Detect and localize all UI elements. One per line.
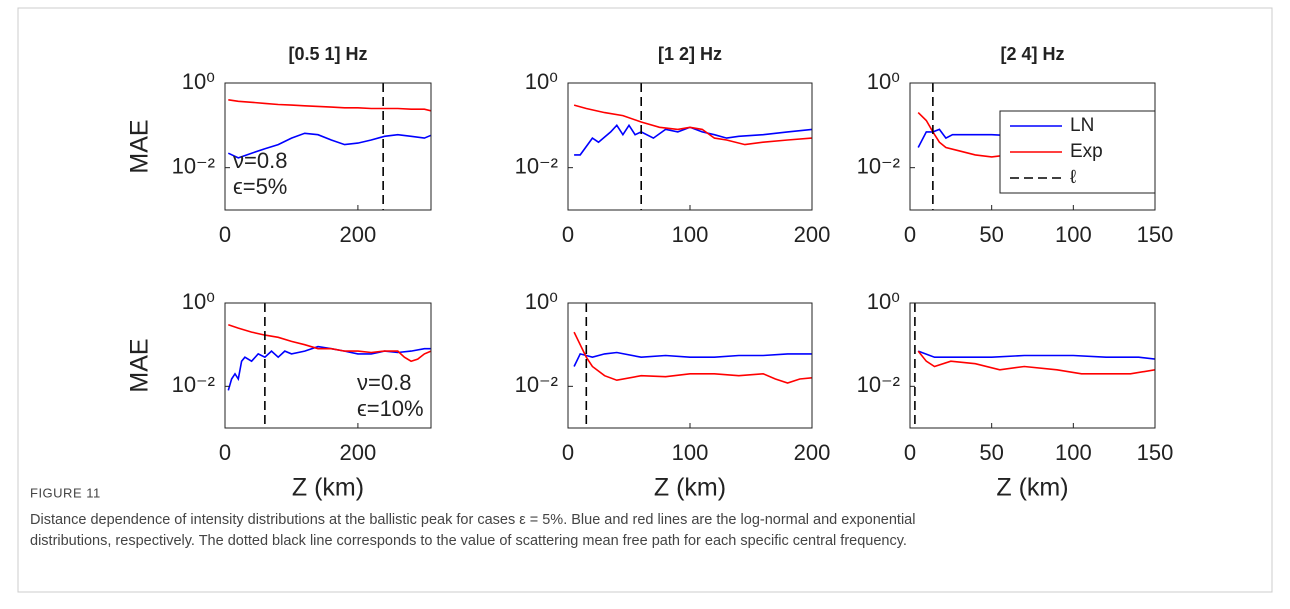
series-line (228, 99, 431, 112)
y-tick-label: 10⁰ (867, 69, 900, 94)
x-tick-label: 0 (904, 440, 916, 465)
legend-box (999, 110, 1156, 194)
y-tick-label: 10⁰ (525, 289, 558, 314)
y-tick-label: 10⁰ (867, 289, 900, 314)
caption-label: FIGURE 11 (30, 485, 101, 500)
y-axis-label: MAE (126, 338, 154, 392)
x-tick-label: 0 (562, 440, 574, 465)
x-tick-label: 200 (794, 440, 831, 465)
axes-frame (224, 82, 432, 211)
x-axis-label: Z (km) (996, 474, 1068, 502)
x-tick-label: 100 (1055, 222, 1092, 247)
annotation: ϵ=5% (233, 174, 287, 199)
axes-bg (225, 83, 431, 210)
annotation: ν=0.8 (233, 148, 287, 173)
series-line (917, 350, 1155, 360)
y-tick-label: 10⁻² (515, 372, 558, 397)
x-tick-label: 0 (219, 222, 231, 247)
x-tick-label: 100 (1055, 440, 1092, 465)
x-tick-label: 100 (672, 440, 709, 465)
panel-title: [2 4] Hz (1000, 44, 1064, 64)
series-line (227, 132, 431, 159)
plot-area (573, 83, 812, 210)
panel-title: [1 2] Hz (658, 44, 722, 64)
x-tick-label: 50 (979, 222, 1003, 247)
x-axis-label: Z (km) (654, 474, 726, 502)
x-tick-label: 150 (1137, 440, 1174, 465)
y-tick-label: 10⁰ (525, 69, 558, 94)
x-axis-label: Z (km) (292, 474, 364, 502)
x-tick-label: 0 (562, 222, 574, 247)
axes-frame (567, 82, 813, 211)
y-tick-label: 10⁻² (515, 153, 558, 178)
x-tick-label: 100 (672, 222, 709, 247)
axes-bg (568, 303, 812, 428)
caption-line: distributions, respectively. The dotted … (30, 533, 907, 549)
legend-label: Exp (1070, 141, 1103, 162)
x-tick-label: 150 (1137, 222, 1174, 247)
axes-frame (567, 302, 813, 429)
series-line (917, 128, 1025, 148)
axes-bg (910, 303, 1155, 428)
series-line (573, 104, 812, 146)
series-line (917, 350, 1155, 375)
axes-frame (909, 302, 1156, 429)
y-axis-label: MAE (126, 119, 154, 173)
y-tick-label: 10⁻² (172, 372, 215, 397)
series-line (573, 351, 812, 367)
annotation: ϵ=10% (357, 396, 424, 421)
figure-border (17, 7, 1273, 593)
y-tick-label: 10⁰ (182, 69, 215, 94)
x-tick-label: 200 (340, 440, 377, 465)
x-tick-label: 200 (340, 222, 377, 247)
plot-area (914, 303, 1155, 428)
plot-area (573, 303, 812, 428)
plot-area (227, 83, 431, 210)
y-tick-label: 10⁻² (857, 153, 900, 178)
caption-line: Distance dependence of intensity distrib… (30, 512, 915, 528)
y-tick-label: 10⁰ (182, 289, 215, 314)
axes-frame (224, 302, 432, 429)
x-tick-label: 200 (794, 222, 831, 247)
x-tick-label: 0 (904, 222, 916, 247)
series-line (573, 331, 812, 384)
axes-bg (568, 83, 812, 210)
plot-area (227, 303, 431, 428)
legend-label: LN (1070, 115, 1094, 136)
y-tick-label: 10⁻² (172, 153, 215, 178)
series-line (574, 123, 812, 156)
x-tick-label: 0 (219, 440, 231, 465)
axes-bg (225, 303, 431, 428)
y-tick-label: 10⁻² (857, 372, 900, 397)
panel-title: [0.5 1] Hz (288, 44, 367, 64)
x-tick-label: 50 (979, 440, 1003, 465)
legend-label: ℓ (1070, 167, 1076, 188)
annotation: ν=0.8 (357, 370, 411, 395)
